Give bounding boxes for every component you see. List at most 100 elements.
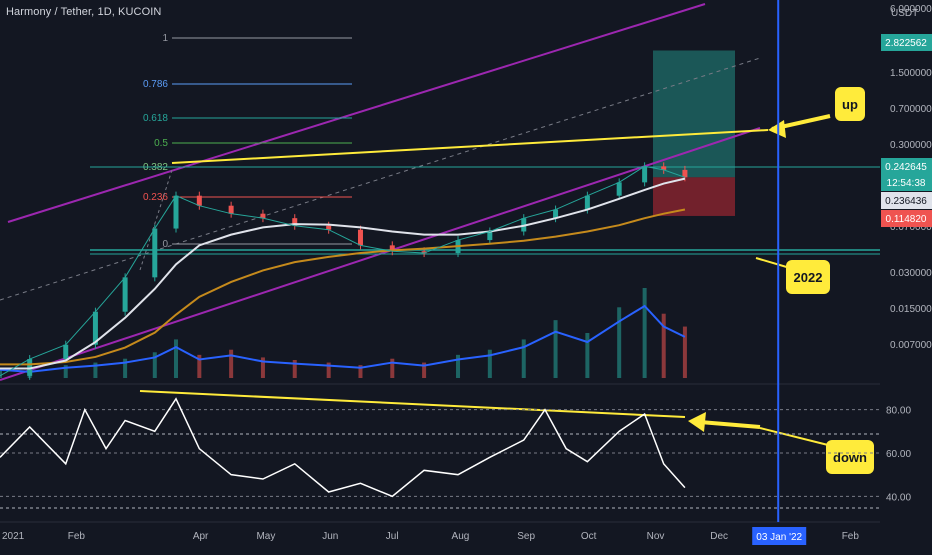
price-badge: [881, 158, 932, 175]
volume-bar: [197, 354, 202, 378]
price-axis-label: 0.007000: [890, 340, 932, 351]
down-arrow-shaft: [699, 420, 761, 429]
volume-bar: [487, 349, 492, 378]
price-badge: [881, 174, 932, 191]
candle-body: [92, 311, 98, 345]
price-badge: [881, 192, 932, 209]
fib-level-label: 0: [162, 239, 168, 250]
volume-bar: [553, 320, 558, 378]
rsi-axis-label: 40.00: [886, 492, 911, 503]
annotation-box: [835, 87, 865, 121]
volume-bar: [326, 362, 331, 378]
price-badge: [881, 210, 932, 227]
price-badge-text: 0.236436: [885, 196, 927, 207]
time-axis-label: Oct: [581, 531, 597, 542]
price-badge-text: 0.242645: [885, 162, 927, 173]
volume-bar: [63, 365, 68, 378]
candle-body: [487, 231, 493, 241]
candle-body: [292, 218, 298, 226]
candle-body: [196, 195, 202, 206]
candle-body: [357, 229, 363, 246]
resistance-trendline: [171, 129, 769, 164]
fib-level-label: 0.5: [154, 138, 168, 149]
time-axis-label: Jul: [386, 531, 399, 542]
time-axis-label: Apr: [193, 531, 209, 542]
annotation-label: down: [833, 450, 867, 465]
price-badge-text: 12:54:38: [887, 178, 926, 189]
volume-bar: [617, 307, 622, 378]
volume-bar: [260, 357, 265, 378]
candle-body: [661, 166, 667, 170]
volume-bar: [292, 360, 297, 378]
time-axis-label: Dec: [710, 531, 728, 542]
volume-bar: [93, 362, 98, 378]
annotation-label: 2022: [794, 270, 823, 285]
candle-body: [260, 213, 266, 219]
volume-ma-line: [0, 304, 686, 373]
target-zone: [653, 50, 735, 178]
candle-body: [173, 195, 179, 229]
time-axis-label: Jun: [322, 531, 338, 542]
ma-white-line: [0, 177, 686, 370]
candle-body: [122, 277, 128, 312]
price-axis-label: 1.500000: [890, 68, 932, 79]
channel-mid-line: [0, 57, 761, 301]
price-axis-label: 0.030000: [890, 268, 932, 279]
price-badge: [881, 34, 932, 51]
rsi-axis-label: 80.00: [886, 406, 911, 417]
candle-body: [642, 166, 648, 183]
time-axis-label: Sep: [517, 531, 535, 542]
rsi-line: [0, 397, 686, 498]
candle-body: [584, 195, 590, 210]
volume-bar: [521, 339, 526, 378]
candle-body: [553, 209, 559, 219]
price-badge-text: 0.114820: [886, 214, 927, 225]
price-axis-label: 0.070000: [890, 222, 932, 233]
time-axis-label: 2021: [2, 531, 25, 542]
fib-level-label: 1: [162, 33, 168, 44]
candle-body: [616, 182, 622, 196]
label-2022-connector: [755, 257, 791, 269]
price-axis-label: 6.000000: [890, 4, 932, 15]
annotation-label: up: [842, 97, 858, 112]
volume-bar: [229, 349, 234, 378]
volume-bar: [0, 367, 2, 378]
currency-label[interactable]: USDT: [891, 8, 919, 19]
volume-bar: [358, 365, 363, 378]
candle-body: [228, 205, 234, 214]
fib-level-label: 0.618: [143, 113, 168, 124]
volume-bar: [682, 326, 687, 378]
time-axis-label: Feb: [68, 531, 86, 542]
candle-body: [389, 245, 395, 252]
volume-bar: [422, 362, 427, 378]
candle-body: [152, 228, 158, 278]
time-axis-label: May: [256, 531, 275, 542]
price-axis-label: 0.700000: [890, 104, 932, 115]
price-series-line: [0, 165, 686, 377]
rsi-divergence-line: [139, 390, 686, 418]
volume-bar: [642, 288, 647, 378]
price-axis-label: 0.300000: [890, 140, 932, 151]
time-axis-label: Feb: [842, 531, 860, 542]
time-axis-label: Aug: [452, 531, 470, 542]
ma-orange-line: [0, 208, 686, 366]
fib-level-label: 0.786: [143, 79, 168, 90]
candle-body: [682, 169, 688, 178]
fib-level-label: 0.236: [143, 192, 168, 203]
volume-bar: [661, 313, 666, 378]
date-marker-label: 03 Jan '22: [756, 532, 802, 543]
channel-upper-line: [7, 3, 706, 223]
candle-body: [63, 344, 69, 360]
volume-bar: [123, 358, 128, 378]
volume-bar: [390, 358, 395, 378]
volume-bar: [174, 339, 178, 378]
volume-bar: [456, 354, 461, 378]
symbol-title: Harmony / Tether, 1D, KUCOIN: [6, 6, 162, 18]
annotation-box: [826, 440, 874, 474]
candle-body: [421, 251, 427, 254]
price-badge-text: 2.822562: [885, 38, 927, 49]
price-axis-label: 0.015000: [890, 304, 932, 315]
volume-bar: [152, 352, 157, 378]
